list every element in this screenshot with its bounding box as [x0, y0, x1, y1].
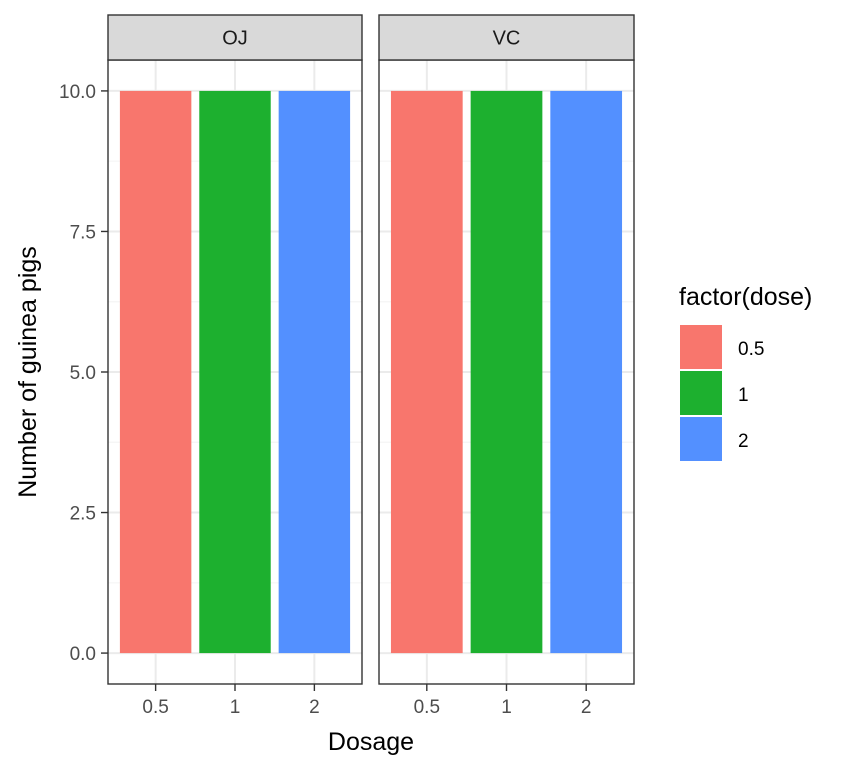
facet-panel-oj: OJ — [107, 14, 363, 685]
bar-oj-1 — [199, 90, 271, 654]
y-tick-label: 5.0 — [70, 363, 96, 384]
x-tick-label: 2 — [581, 697, 592, 718]
x-tick-label: 1 — [501, 697, 512, 718]
panels-layer: OJ VC — [107, 14, 635, 685]
facet-strip — [378, 14, 635, 61]
y-tick-label: 2.5 — [70, 504, 96, 525]
facet-strip-label: VC — [493, 28, 521, 50]
legend-key-0.5 — [680, 325, 722, 369]
bar-vc-0.5 — [390, 90, 463, 654]
facet-panel-vc: VC — [378, 14, 635, 685]
legend: factor(dose) 0.5 1 2 — [679, 283, 812, 461]
y-tick-label: 0.0 — [70, 644, 96, 665]
axes-layer: 0.5 1 2 0.5 1 2 0.0 2.5 5.0 7.5 10.0 — [59, 82, 591, 718]
legend-key-2 — [680, 417, 722, 461]
bar-oj-2 — [278, 90, 351, 654]
legend-label-1: 1 — [738, 385, 749, 406]
x-tick-label: 0.5 — [142, 697, 168, 718]
bar-vc-1 — [470, 90, 543, 654]
legend-key-1 — [680, 371, 722, 415]
facet-strip — [107, 14, 363, 61]
bar-oj-0.5 — [119, 90, 192, 654]
x-tick-label: 1 — [230, 697, 241, 718]
x-tick-label: 0.5 — [414, 697, 440, 718]
y-tick-label: 7.5 — [70, 222, 96, 243]
legend-label-2: 2 — [738, 431, 749, 452]
facet-strip-label: OJ — [222, 28, 248, 50]
legend-title: factor(dose) — [679, 283, 812, 311]
y-axis-label: Number of guinea pigs — [14, 246, 42, 498]
bar-vc-2 — [550, 90, 623, 654]
x-tick-label: 2 — [309, 697, 320, 718]
y-tick-label: 10.0 — [59, 82, 96, 103]
legend-label-0.5: 0.5 — [738, 339, 764, 360]
x-axis-label: Dosage — [328, 728, 414, 756]
